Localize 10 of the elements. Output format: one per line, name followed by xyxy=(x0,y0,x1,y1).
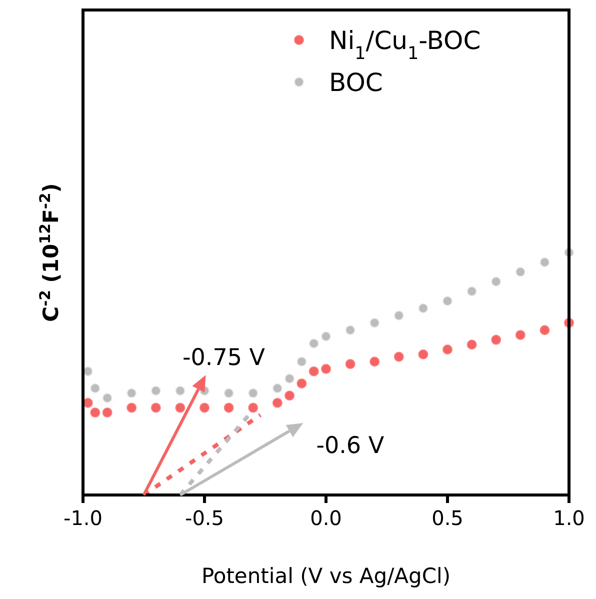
annotation: -0.6 V xyxy=(316,433,384,459)
x-axis-title: Potential (V vs Ag/AgCl) xyxy=(201,564,451,588)
x-tick-label: 0.5 xyxy=(432,506,464,530)
x-tick-label: -0.5 xyxy=(184,506,224,530)
x-tick-label: -1.0 xyxy=(63,506,103,530)
x-tick-label: 0.0 xyxy=(310,506,342,530)
x-tick-label: 1.0 xyxy=(553,506,585,530)
legend-label: BOC xyxy=(329,68,383,97)
annotation: -0.75 V xyxy=(182,345,266,371)
legend-label: Ni$_{1}$/Cu$_{1}$-BOC xyxy=(329,26,481,64)
